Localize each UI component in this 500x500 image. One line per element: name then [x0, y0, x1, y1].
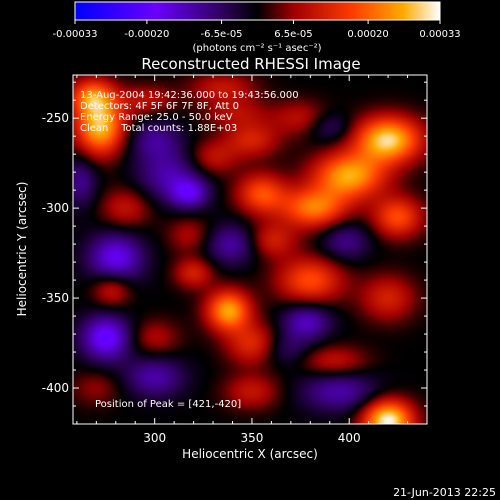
annotation-energy: Energy Range: 25.0 - 50.0 keV — [80, 112, 233, 123]
heatmap-image: 300 350 400 -250 -300 -350 -400 — [42, 74, 428, 445]
x-tick-label: 350 — [240, 431, 263, 445]
heatmap-raster — [73, 75, 427, 424]
generated-timestamp: 21-Jun-2013 22:25 — [393, 486, 496, 499]
plot-frame — [72, 74, 428, 425]
colorbar-ticks: -0.00033 -0.00020 -6.5e-05 6.5e-05 0.00020 0.… — [53, 20, 461, 40]
colorbar-tick-label: 0.00033 — [419, 29, 460, 40]
y-tick-label: -300 — [42, 201, 69, 215]
axis-ticks: 300 350 400 -250 -300 -350 -400 — [42, 75, 428, 445]
x-tick-label: 300 — [143, 431, 166, 445]
annotation-detectors: Detectors: 4F 5F 6F 7F 8F, Att 0 — [80, 101, 239, 112]
y-tick-label: -250 — [42, 111, 69, 125]
colorbar-tick-label: -0.00020 — [124, 29, 169, 40]
colorbar-tick-label: 0.00020 — [347, 29, 388, 40]
x-tick-label: 400 — [338, 431, 361, 445]
colorbar: -0.00033 -0.00020 -6.5e-05 6.5e-05 0.00020 0.… — [53, 1, 461, 54]
colorbar-frame — [74, 1, 441, 21]
annotations: 13-Aug-2004 19:42:36.000 to 19:43:56.000… — [80, 90, 299, 410]
y-tick-label: -400 — [42, 381, 69, 395]
colorbar-gradient-image — [75, 2, 440, 20]
colorbar-tick-label: -0.00033 — [53, 29, 98, 40]
y-tick-label: -350 — [42, 291, 69, 305]
peak-position-label: Position of Peak = [421,-420] — [95, 399, 241, 410]
x-axis-label: Heliocentric X (arcsec) — [182, 447, 318, 461]
colorbar-tick-label: -6.5e-05 — [201, 29, 243, 40]
colorbar-tick-label: 6.5e-05 — [274, 29, 312, 40]
y-axis-label: Heliocentric Y (arcsec) — [15, 182, 29, 317]
annotation-time: 13-Aug-2004 19:42:36.000 to 19:43:56.000 — [80, 90, 299, 101]
chart-title: Reconstructed RHESSI Image — [141, 55, 360, 73]
annotation-counts: Clean Total counts: 1.88E+03 — [80, 123, 237, 134]
colorbar-units: (photons cm⁻² s⁻¹ asec⁻²) — [192, 43, 321, 54]
